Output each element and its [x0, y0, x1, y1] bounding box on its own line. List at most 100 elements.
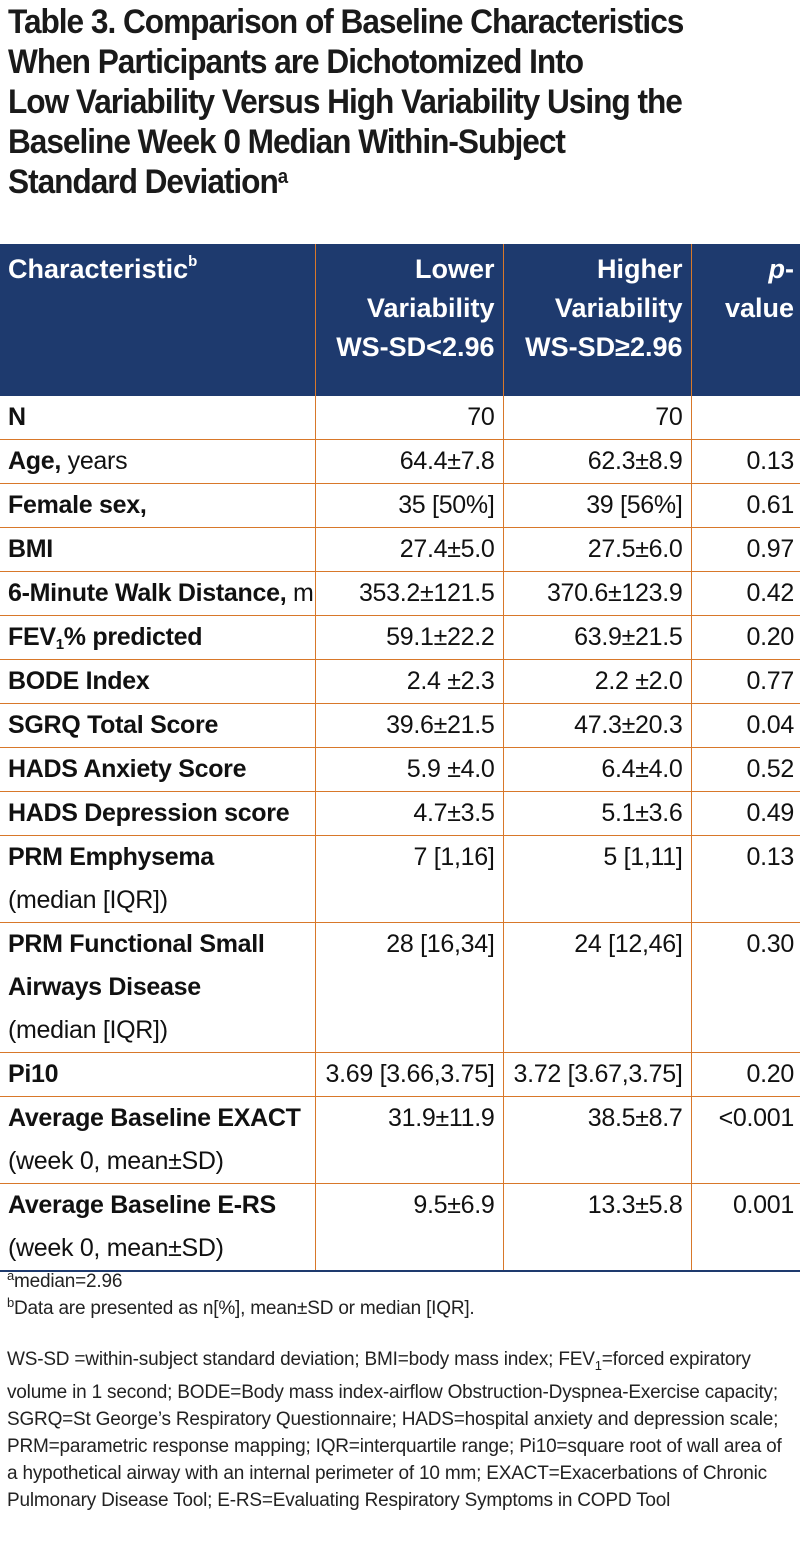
- characteristic-unit: m: [286, 579, 314, 607]
- p-value-cell: 0.001: [690, 1183, 800, 1272]
- higher-variability-cell: 13.3±5.8: [502, 1183, 691, 1272]
- footnote-b-marker: b: [7, 1295, 15, 1310]
- characteristic-cell: BODE Index: [0, 659, 315, 704]
- table-header: Characteristicb Lower Variability WS-SD<…: [0, 244, 800, 396]
- characteristic-label: FEV: [8, 623, 56, 651]
- characteristic-label: N: [8, 403, 26, 431]
- p-value-cell: 0.20: [690, 615, 800, 660]
- characteristic-label: Pi10: [8, 1060, 59, 1088]
- characteristic-cell: BMI: [0, 527, 315, 572]
- table-row: N 70 70: [0, 396, 800, 440]
- p-value-cell: 0.49: [690, 791, 800, 836]
- table-row: Average Baseline E-RS (week 0, mean±SD) 9.…: [0, 1183, 800, 1272]
- lower-variability-cell: 2.4 ±2.3: [314, 659, 503, 704]
- p-value-cell: 0.30: [690, 922, 800, 1053]
- abbreviations-note: WS-SD =within-subject standard deviation…: [7, 1346, 797, 1514]
- table-body: N 70 70 Age, years 64.4±7.8 62.3±8.9 0.13 Femal…: [0, 396, 800, 1272]
- characteristic-label: 6-Minute Walk Distance,: [8, 579, 287, 607]
- lower-variability-cell: 31.9±11.9: [314, 1096, 503, 1184]
- higher-variability-cell: 27.5±6.0: [502, 527, 691, 572]
- lower-variability-cell: 5.9 ±4.0: [314, 747, 503, 792]
- characteristic-label-suffix: % predicted: [63, 623, 203, 651]
- footnote-a-text: median=2.96: [14, 1271, 123, 1292]
- table-row: FEV1% predicted 59.1±22.2 63.9±21.5 0.20: [0, 615, 800, 660]
- characteristic-cell: 6-Minute Walk Distance, m: [0, 571, 315, 616]
- p-value-cell: 0.42: [690, 571, 800, 616]
- lower-variability-cell: 39.6±21.5: [314, 703, 503, 748]
- characteristic-cell: FEV1% predicted: [0, 615, 315, 660]
- higher-variability-cell: 24 [12,46]: [502, 922, 691, 1053]
- table-row: BODE Index 2.4 ±2.3 2.2 ±2.0 0.77: [0, 659, 800, 704]
- title-text: Standard Deviation: [8, 163, 279, 201]
- abbreviations-text: =forced expiratory volume in 1 second; B…: [7, 1349, 782, 1511]
- header-p-italic: p: [768, 254, 786, 284]
- characteristic-label: HADS Anxiety Score: [8, 755, 247, 783]
- footnotes: amedian=2.96 bData are presented as n[%]…: [7, 1268, 797, 1514]
- table-row: SGRQ Total Score 39.6±21.5 47.3±20.3 0.04: [0, 703, 800, 748]
- p-value-cell: 0.13: [690, 439, 800, 484]
- header-footnote-marker: b: [188, 253, 198, 270]
- characteristic-note: (week 0, mean±SD): [8, 1147, 224, 1175]
- p-value-cell: 0.77: [690, 659, 800, 704]
- p-value-cell: [690, 396, 800, 440]
- higher-variability-cell: 370.6±123.9: [502, 571, 691, 616]
- p-value-cell: <0.001: [690, 1096, 800, 1184]
- header-lower-line: Variability: [366, 293, 495, 323]
- characteristic-cell: HADS Depression score: [0, 791, 315, 836]
- table-row: BMI 27.4±5.0 27.5±6.0 0.97: [0, 527, 800, 572]
- characteristic-label: SGRQ Total Score: [8, 711, 219, 739]
- header-p-value: p-value: [690, 244, 800, 396]
- characteristic-label: BMI: [8, 535, 53, 563]
- header-lower-line: WS-SD<2.96: [336, 332, 495, 362]
- characteristic-cell: Female sex,: [0, 483, 315, 528]
- header-higher-variability: Higher Variability WS-SD≥2.96: [502, 244, 691, 396]
- characteristic-label: HADS Depression score: [8, 799, 290, 827]
- header-lower-variability: Lower Variability WS-SD<2.96: [314, 244, 503, 396]
- title-line: Table 3. Comparison of Baseline Characte…: [8, 3, 684, 41]
- p-value-cell: 0.20: [690, 1052, 800, 1097]
- lower-variability-cell: 353.2±121.5: [314, 571, 503, 616]
- lower-variability-cell: 35 [50%]: [314, 483, 503, 528]
- characteristic-cell: HADS Anxiety Score: [0, 747, 315, 792]
- header-lower-line: Lower: [414, 254, 495, 284]
- characteristic-label: Age,: [8, 447, 61, 475]
- title-line-last: Standard Deviationa: [8, 162, 743, 202]
- title-line: Baseline Week 0 Median Within-Subject: [8, 123, 566, 161]
- title-footnote-marker: a: [277, 166, 288, 188]
- characteristic-label: BODE Index: [8, 667, 150, 695]
- higher-variability-cell: 6.4±4.0: [502, 747, 691, 792]
- title-line: Low Variability Versus High Variability …: [8, 83, 683, 121]
- table-row: Pi10 3.69 [3.66,3.75] 3.72 [3.67,3.75] 0.20: [0, 1052, 800, 1097]
- higher-variability-cell: 63.9±21.5: [502, 615, 691, 660]
- p-value-cell: 0.97: [690, 527, 800, 572]
- characteristic-cell: SGRQ Total Score: [0, 703, 315, 748]
- characteristic-subscript: 1: [55, 636, 64, 653]
- header-higher-line: WS-SD≥2.96: [525, 332, 683, 362]
- lower-variability-cell: 28 [16,34]: [314, 922, 503, 1053]
- p-value-cell: 0.13: [690, 835, 800, 923]
- table-row: PRM Emphysema (median [IQR]) 7 [1,16] 5 [1,…: [0, 835, 800, 923]
- characteristic-cell: Pi10: [0, 1052, 315, 1097]
- characteristic-cell: Average Baseline E-RS (week 0, mean±SD): [0, 1183, 315, 1272]
- header-row: Characteristicb Lower Variability WS-SD<…: [0, 244, 800, 396]
- abbreviations-text: WS-SD =within-subject standard deviation…: [7, 1349, 595, 1370]
- characteristic-note: (week 0, mean±SD): [8, 1234, 224, 1262]
- header-p-rest: -value: [724, 254, 794, 323]
- higher-variability-cell: 70: [502, 396, 691, 440]
- higher-variability-cell: 5 [1,11]: [502, 835, 691, 923]
- lower-variability-cell: 59.1±22.2: [314, 615, 503, 660]
- table-row: Average Baseline EXACT (week 0, mean±SD) 3…: [0, 1096, 800, 1184]
- p-value-cell: 0.04: [690, 703, 800, 748]
- p-value-cell: 0.52: [690, 747, 800, 792]
- table-row: HADS Anxiety Score 5.9 ±4.0 6.4±4.0 0.52: [0, 747, 800, 792]
- p-value-cell: 0.61: [690, 483, 800, 528]
- header-higher-line: Variability: [554, 293, 683, 323]
- higher-variability-cell: 62.3±8.9: [502, 439, 691, 484]
- characteristic-cell: PRM Functional Small Airways Disease (medi…: [0, 922, 315, 1053]
- characteristic-unit: years: [60, 447, 128, 475]
- characteristic-cell: Average Baseline EXACT (week 0, mean±SD): [0, 1096, 315, 1184]
- lower-variability-cell: 70: [314, 396, 503, 440]
- table-row: HADS Depression score 4.7±3.5 5.1±3.6 0.49: [0, 791, 800, 836]
- footnote-b-text: Data are presented as n[%], mean±SD or m…: [14, 1298, 475, 1319]
- higher-variability-cell: 3.72 [3.67,3.75]: [502, 1052, 691, 1097]
